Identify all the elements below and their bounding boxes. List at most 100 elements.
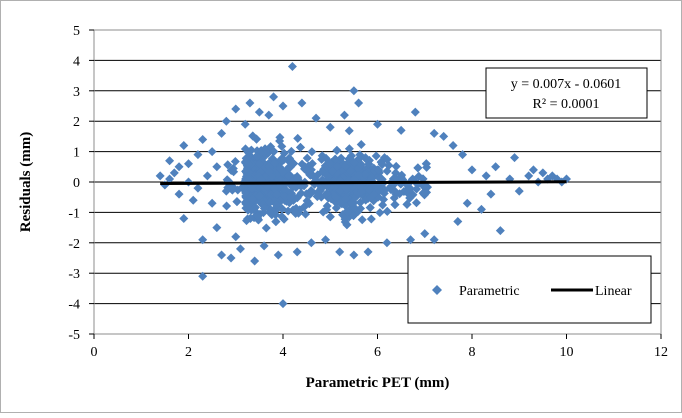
- data-point: [378, 200, 388, 210]
- y-tick-label: 5: [73, 24, 80, 39]
- data-point: [311, 113, 321, 123]
- data-point: [269, 147, 279, 157]
- data-point: [231, 104, 241, 114]
- data-point: [402, 199, 412, 209]
- data-point: [241, 188, 251, 198]
- data-point: [235, 244, 245, 254]
- data-point: [391, 189, 401, 199]
- data-point: [264, 110, 274, 120]
- data-point: [341, 194, 351, 204]
- y-tick-label: -5: [68, 328, 80, 343]
- data-point: [356, 160, 366, 170]
- data-point: [169, 168, 179, 178]
- data-point: [202, 171, 212, 181]
- equation-box-border: [485, 67, 648, 119]
- x-tick-label: 12: [654, 345, 668, 360]
- legend: Parametric Linear: [407, 255, 652, 324]
- data-point: [193, 150, 203, 160]
- data-point: [374, 165, 384, 175]
- equation-text: y = 0.007x - 0.0601: [511, 77, 622, 92]
- data-point: [322, 189, 332, 199]
- data-point: [412, 184, 422, 194]
- data-point: [252, 211, 262, 221]
- data-point: [495, 226, 505, 236]
- data-point: [339, 110, 349, 120]
- data-point: [287, 61, 297, 71]
- data-point: [223, 160, 233, 170]
- data-point: [165, 174, 175, 184]
- data-point: [419, 181, 429, 191]
- data-point: [198, 134, 208, 144]
- data-point: [373, 119, 382, 129]
- data-point: [344, 126, 354, 136]
- data-point: [254, 107, 264, 117]
- data-point: [332, 145, 342, 155]
- trendline-path: [160, 180, 567, 186]
- data-point: [331, 203, 341, 213]
- y-tick-label: -1: [68, 206, 80, 221]
- data-point: [375, 173, 385, 183]
- data-point: [212, 223, 222, 233]
- data-point: [301, 209, 311, 219]
- data-point: [295, 142, 305, 152]
- data-point: [193, 183, 203, 193]
- data-point: [165, 156, 175, 166]
- data-point: [243, 205, 253, 215]
- data-point: [322, 171, 332, 181]
- data-point: [292, 247, 302, 257]
- y-tick-label: -4: [68, 298, 80, 313]
- data-point: [486, 189, 496, 199]
- data-point: [325, 212, 335, 222]
- data-point: [275, 136, 285, 146]
- data-point: [325, 122, 335, 132]
- y-tick-label: -3: [68, 267, 80, 282]
- data-point: [285, 192, 295, 202]
- data-point: [256, 174, 266, 184]
- data-point: [510, 153, 520, 163]
- data-point: [344, 144, 354, 154]
- data-point: [222, 201, 232, 211]
- y-tick-labels: -5 -4 -3 -2 -1 0 1 2 3 4 5: [68, 24, 94, 343]
- data-point: [232, 197, 242, 207]
- data-point: [279, 155, 289, 165]
- data-point: [364, 185, 374, 195]
- x-tick-label: 6: [374, 345, 381, 360]
- data-point: [198, 235, 208, 245]
- data-point: [306, 238, 316, 248]
- data-point: [382, 238, 392, 248]
- data-point: [250, 203, 260, 213]
- data-point: [280, 192, 290, 202]
- data-point: [420, 229, 430, 239]
- data-point: [259, 203, 269, 213]
- data-point: [382, 206, 392, 216]
- data-point: [228, 163, 238, 173]
- data-point: [283, 171, 293, 181]
- data-point: [217, 128, 227, 138]
- data-point: [396, 125, 406, 135]
- data-point: [528, 165, 538, 175]
- data-point: [226, 253, 236, 263]
- data-point: [275, 164, 285, 174]
- data-point: [264, 167, 274, 177]
- data-point: [330, 154, 340, 164]
- data-point: [413, 163, 423, 173]
- data-point: [321, 235, 331, 245]
- data-point: [255, 159, 265, 169]
- y-tick-label: 2: [73, 115, 80, 130]
- data-point: [312, 192, 322, 202]
- data-point: [375, 208, 385, 218]
- data-point: [231, 232, 241, 242]
- y-axis-label: Residuals (mm): [18, 132, 34, 232]
- data-point: [332, 162, 342, 172]
- legend-label-parametric: Parametric: [459, 284, 520, 299]
- x-tick-label: 2: [185, 345, 192, 360]
- data-point: [403, 184, 413, 194]
- data-point: [261, 223, 271, 233]
- data-point: [366, 214, 376, 224]
- data-point: [356, 140, 366, 150]
- data-point: [248, 131, 258, 141]
- data-point: [538, 168, 548, 178]
- data-point: [374, 186, 384, 196]
